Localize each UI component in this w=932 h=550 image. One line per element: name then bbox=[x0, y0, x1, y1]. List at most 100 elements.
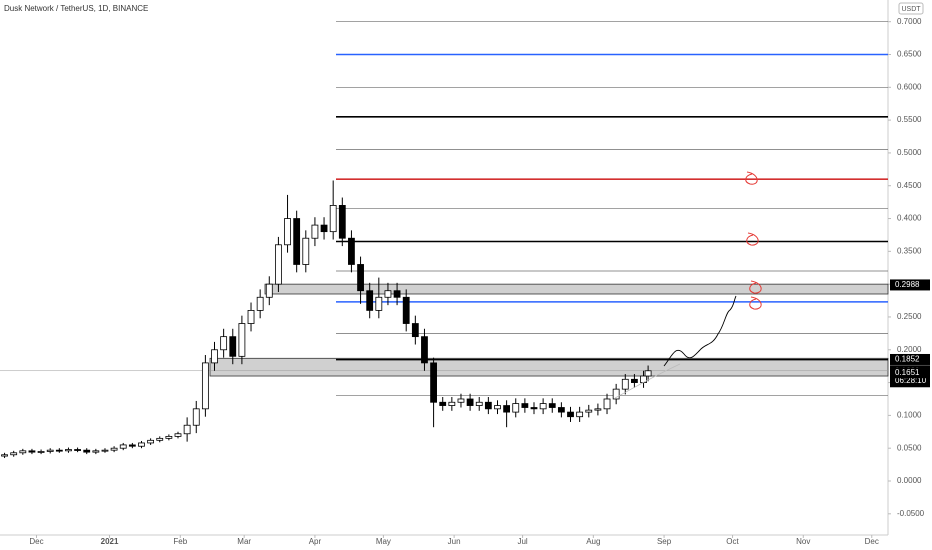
candle-body bbox=[1, 454, 8, 457]
candle-body bbox=[585, 409, 593, 413]
price-label: 0.1651 bbox=[895, 368, 920, 377]
candle-body bbox=[192, 408, 200, 426]
candle-body bbox=[603, 398, 611, 410]
x-tick-label: Aug bbox=[586, 537, 600, 546]
candle-body bbox=[402, 296, 410, 324]
candle-body bbox=[475, 401, 483, 406]
candle-body bbox=[439, 401, 447, 406]
candle-body bbox=[393, 290, 401, 298]
candle-body bbox=[128, 444, 136, 447]
candle-body bbox=[357, 264, 364, 292]
y-tick-label: 0.6000 bbox=[897, 82, 922, 91]
candle-body bbox=[46, 449, 54, 452]
candle-body bbox=[512, 403, 520, 413]
y-tick-label: 0.6500 bbox=[897, 50, 922, 59]
y-tick-label: 0.0000 bbox=[897, 476, 922, 485]
candle-body bbox=[110, 447, 118, 451]
candle-body bbox=[466, 398, 474, 406]
currency-box bbox=[898, 2, 924, 15]
candle-body bbox=[411, 323, 419, 338]
candle-body bbox=[503, 405, 511, 413]
candle-body bbox=[548, 403, 556, 408]
price-label-box bbox=[890, 353, 930, 365]
zone bbox=[264, 283, 889, 295]
y-tick-label: 0.1000 bbox=[897, 410, 922, 419]
x-tick-label: Nov bbox=[796, 537, 810, 546]
trend-curve bbox=[614, 363, 681, 399]
x-tick-label: Feb bbox=[173, 537, 187, 546]
candle-body bbox=[375, 296, 383, 311]
candle-body bbox=[92, 450, 100, 453]
candle-body bbox=[448, 401, 456, 406]
candle-body bbox=[348, 237, 355, 265]
candle-body bbox=[256, 296, 264, 311]
x-tick-label: Dec bbox=[865, 537, 879, 546]
plot: 0.7000 0.6500 0.6000 0.5500 0.5000 0.4500 0.40… bbox=[0, 17, 925, 546]
candle-body bbox=[220, 336, 228, 351]
countdown: 06:28:10 bbox=[895, 376, 927, 385]
price-label-box bbox=[890, 367, 930, 379]
candle-body bbox=[430, 362, 437, 403]
candle-body bbox=[101, 449, 109, 452]
candle-body bbox=[238, 323, 246, 357]
x-tick-label: Mar bbox=[237, 537, 251, 546]
candle-body bbox=[183, 424, 191, 435]
candle-body bbox=[83, 449, 91, 453]
candle-body bbox=[201, 362, 209, 410]
x-tick-label: 2021 bbox=[101, 537, 119, 546]
candle-body bbox=[457, 398, 465, 403]
candle-body bbox=[484, 401, 492, 410]
candle-body bbox=[530, 407, 538, 410]
y-tick-label: 0.2000 bbox=[897, 345, 922, 354]
candle-body bbox=[28, 450, 36, 453]
price-label: 0.1852 bbox=[895, 355, 920, 364]
candle-body bbox=[37, 451, 45, 453]
x-tick-label: Oct bbox=[726, 537, 739, 546]
candle-body bbox=[74, 449, 81, 451]
candle-body bbox=[521, 403, 529, 408]
price-label-box bbox=[890, 279, 930, 291]
candle-body bbox=[539, 403, 547, 410]
x-tick-label: Jun bbox=[448, 537, 461, 546]
y-tick-label: 0.4000 bbox=[897, 214, 922, 223]
circle-mark bbox=[746, 232, 759, 246]
currency-label: USDT bbox=[901, 6, 921, 13]
candle-body bbox=[329, 205, 337, 233]
candle-body bbox=[576, 411, 584, 418]
y-tick-label: 0.3500 bbox=[897, 246, 922, 255]
y-tick-label: 0.0500 bbox=[897, 443, 922, 452]
candle-body bbox=[165, 435, 173, 439]
candle-body bbox=[338, 205, 346, 239]
y-tick-label: 0.5500 bbox=[897, 115, 922, 124]
y-tick-label: 0.4500 bbox=[897, 181, 922, 190]
y-tick-label: 0.7000 bbox=[897, 17, 922, 26]
candle-body bbox=[229, 336, 237, 357]
candle-body bbox=[119, 444, 127, 449]
candle-body bbox=[147, 439, 155, 444]
candle-body bbox=[366, 290, 374, 311]
candle-body bbox=[631, 378, 638, 383]
candle-body bbox=[156, 437, 164, 441]
candle-body bbox=[384, 290, 392, 298]
annotations bbox=[745, 171, 762, 310]
candle-body bbox=[65, 449, 72, 452]
circle-mark bbox=[749, 280, 762, 294]
candle-body bbox=[311, 224, 319, 239]
candle-body bbox=[302, 237, 310, 265]
candle-body bbox=[55, 449, 63, 452]
candle-body bbox=[265, 283, 273, 298]
y-tick-label: 0.2500 bbox=[897, 312, 922, 321]
candle-body bbox=[174, 433, 182, 437]
y-tick-label: -0.0500 bbox=[897, 509, 925, 518]
x-tick-label: Sep bbox=[657, 537, 672, 546]
candle-body bbox=[612, 388, 620, 400]
candle-body bbox=[284, 218, 291, 246]
candle-body bbox=[138, 442, 145, 447]
candle-body bbox=[621, 378, 629, 390]
candle-body bbox=[320, 224, 328, 233]
projection-curve bbox=[663, 295, 737, 367]
candle-body bbox=[247, 310, 255, 324]
x-tick-label: Dec bbox=[29, 537, 43, 546]
